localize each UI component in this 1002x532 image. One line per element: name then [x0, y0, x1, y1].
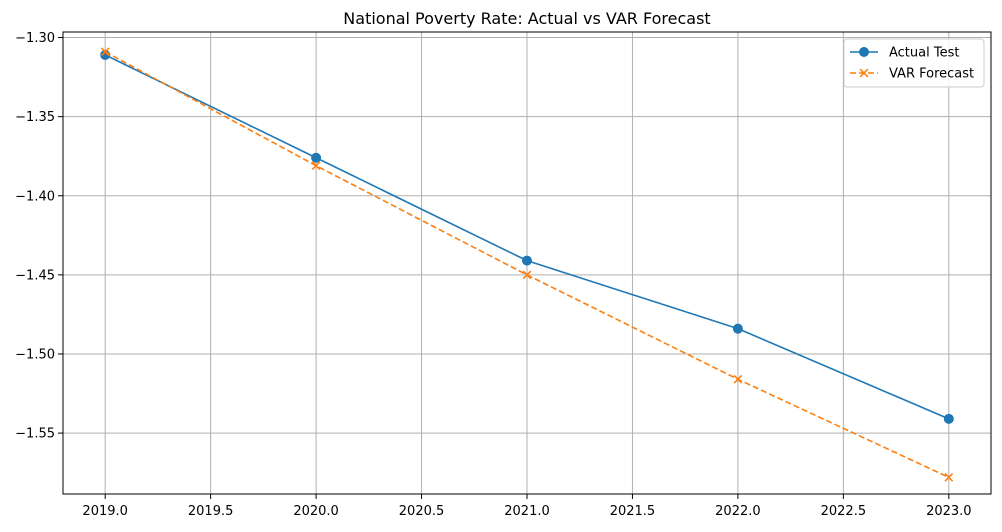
y-tick-label: −1.40 [15, 189, 55, 204]
data-point-var-forecast [100, 47, 110, 57]
series-actual-test [100, 49, 954, 424]
legend-box [843, 38, 985, 88]
legend-item-var-forecast: VAR Forecast [850, 67, 974, 82]
data-point-actual-test [311, 152, 322, 163]
data-point-actual-test [943, 413, 954, 424]
data-point-var-forecast [522, 270, 532, 280]
chart-title: National Poverty Rate: Actual vs VAR For… [343, 9, 710, 28]
x-tick-label: 2023.0 [926, 504, 972, 519]
x-tick-label: 2021.0 [504, 504, 550, 519]
y-tick-label: −1.45 [15, 268, 55, 283]
y-tick-label: −1.30 [15, 31, 55, 46]
legend: Actual Test VAR Forecast [843, 38, 985, 88]
data-point-actual-test [522, 255, 532, 266]
data-point-actual-test [732, 323, 743, 334]
series-var-forecast [100, 47, 954, 482]
legend-label: Actual Test [889, 46, 959, 61]
data-point-var-forecast [944, 473, 954, 482]
legend-item-actual-test: Actual Test [850, 46, 959, 61]
x-tick-label: 2021.5 [610, 504, 656, 519]
x-tick-label: 2020.5 [399, 504, 445, 519]
data-point-var-forecast [733, 374, 743, 384]
axis-ticks: 2019.0 2019.5 2020.0 2020.5 2021.0 2021.5 2022… [15, 31, 971, 519]
data-point-var-forecast [311, 161, 321, 171]
x-tick-label: 2022.5 [821, 504, 867, 519]
x-tick-label: 2019.5 [188, 504, 234, 519]
y-tick-label: −1.35 [15, 110, 55, 125]
legend-marker [859, 68, 869, 78]
x-tick-label: 2019.0 [82, 504, 128, 519]
x-tick-label: 2020.0 [293, 504, 339, 519]
y-tick-label: −1.55 [15, 427, 55, 442]
x-tick-label: 2022.0 [715, 504, 761, 519]
legend-label: VAR Forecast [889, 67, 974, 82]
legend-marker [859, 47, 869, 57]
series-group [100, 47, 954, 482]
y-tick-label: −1.50 [15, 347, 55, 362]
